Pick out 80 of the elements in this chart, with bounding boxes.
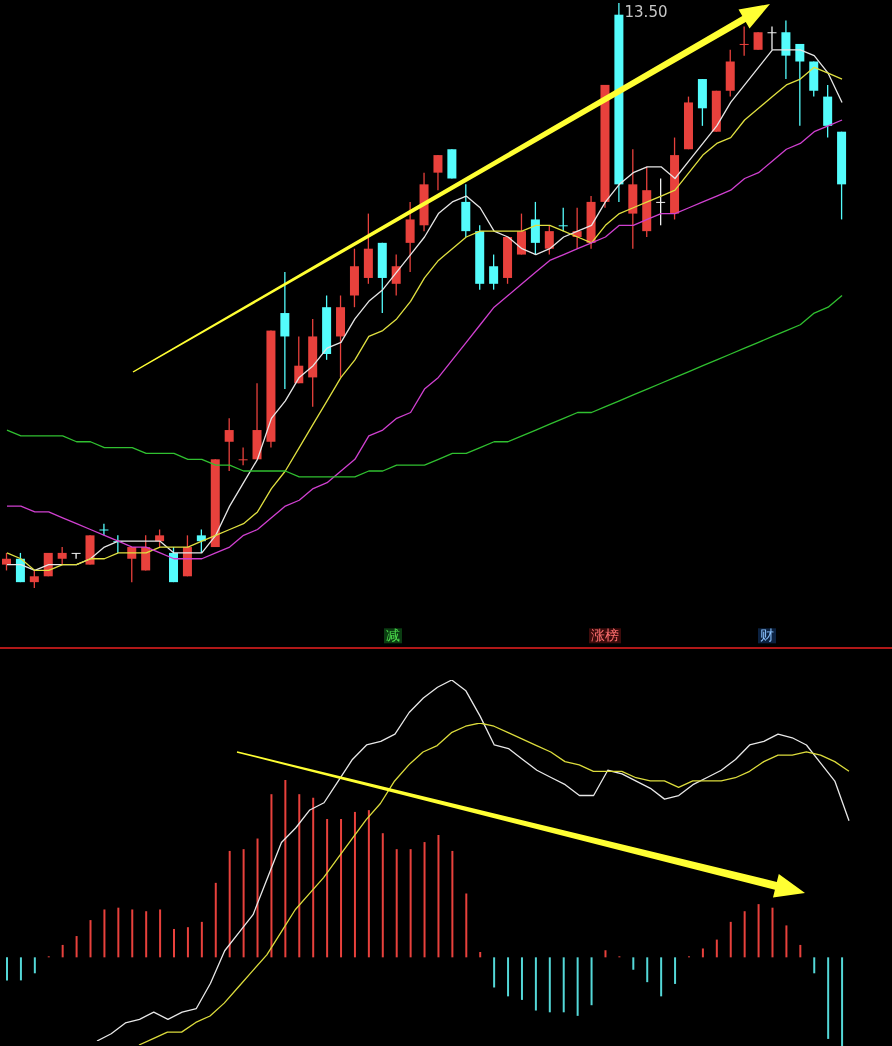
bar (507, 957, 510, 997)
bar (117, 907, 120, 958)
bar (701, 948, 704, 958)
bar (423, 842, 426, 958)
bar (6, 957, 8, 981)
bar (298, 794, 301, 958)
bar (242, 849, 245, 958)
bar (646, 957, 649, 983)
bar (437, 834, 440, 958)
bar (520, 957, 523, 1000)
bar (590, 957, 593, 1006)
bar (61, 944, 64, 958)
bar (813, 957, 816, 974)
bar (89, 920, 92, 958)
bar (395, 849, 398, 958)
candlestick (558, 207, 568, 232)
candlestick (405, 201, 415, 273)
bar (660, 957, 663, 997)
bar (173, 928, 176, 958)
bar (33, 957, 36, 974)
bar (548, 957, 551, 1013)
bar (186, 927, 189, 958)
bar (827, 957, 830, 1039)
candlestick (196, 528, 206, 554)
bar (743, 911, 746, 958)
bar (604, 950, 607, 958)
candlestick (280, 271, 290, 390)
bar (409, 849, 412, 958)
bar (465, 893, 468, 958)
bar (270, 794, 273, 958)
bar (799, 944, 802, 958)
candlestick (781, 19, 791, 80)
candlestick (99, 523, 109, 536)
text: 财 (758, 627, 776, 644)
bar (534, 957, 537, 1011)
text: 涨榜 (589, 627, 621, 644)
candlestick (530, 201, 540, 256)
bar (145, 911, 148, 958)
candlestick (544, 224, 554, 256)
bar (103, 909, 106, 958)
candlestick (433, 154, 443, 191)
bar (131, 909, 134, 958)
candlestick (739, 25, 749, 57)
text: 减 (384, 627, 402, 644)
annotation: 13.50 (623, 2, 669, 21)
bar (353, 811, 356, 958)
bar (159, 909, 162, 958)
bar (340, 819, 343, 958)
bar (312, 797, 315, 958)
bar (19, 957, 22, 981)
bar (785, 925, 788, 958)
candlestick (795, 43, 805, 127)
bar (841, 957, 844, 1046)
bar (326, 819, 329, 958)
candlestick (224, 417, 234, 472)
bar (256, 838, 259, 958)
bar (451, 850, 454, 958)
bar (562, 957, 565, 1013)
bar (214, 882, 217, 958)
bar (381, 833, 384, 958)
candlestick (71, 552, 81, 560)
bar (493, 957, 496, 988)
bar (228, 850, 231, 958)
bar (200, 921, 203, 958)
bar (729, 921, 732, 958)
bar (632, 957, 635, 970)
candlestick (656, 177, 666, 226)
candlestick (489, 253, 499, 291)
bar (757, 904, 760, 958)
bar (576, 957, 579, 1016)
bar (771, 907, 774, 958)
bar (715, 939, 718, 958)
candlestick (238, 446, 248, 466)
bar (367, 810, 370, 958)
candlestick (516, 212, 526, 256)
bar (75, 936, 78, 958)
bar (674, 957, 677, 984)
candlestick (391, 253, 401, 297)
bar (284, 780, 287, 958)
bar (479, 952, 482, 958)
